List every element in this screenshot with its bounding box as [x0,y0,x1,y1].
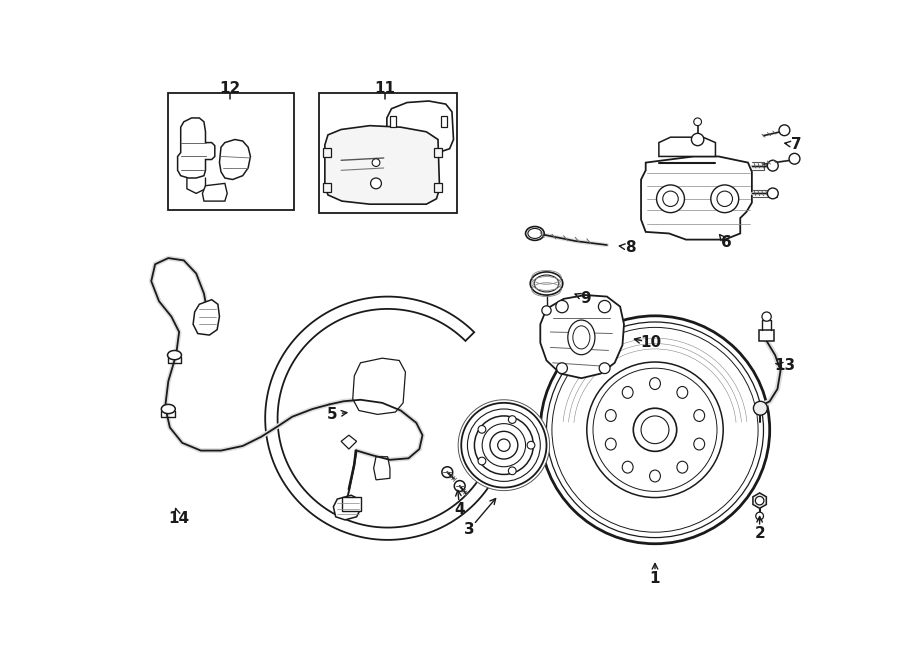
Ellipse shape [606,438,616,450]
Ellipse shape [694,410,705,422]
Ellipse shape [573,326,590,349]
Polygon shape [325,126,439,204]
Ellipse shape [650,377,661,389]
Text: 2: 2 [754,526,765,542]
Text: 6: 6 [721,235,732,250]
Ellipse shape [534,275,559,292]
Polygon shape [177,118,215,178]
Circle shape [593,368,717,491]
Circle shape [756,512,763,520]
Ellipse shape [161,404,176,414]
Text: 3: 3 [464,522,474,538]
Polygon shape [194,300,220,335]
Circle shape [556,363,567,373]
Polygon shape [659,137,716,156]
Circle shape [540,316,770,544]
Circle shape [371,178,382,189]
Text: 7: 7 [791,138,801,152]
Circle shape [508,467,516,475]
Text: 8: 8 [625,240,635,255]
Circle shape [598,301,611,312]
Ellipse shape [606,410,616,422]
Circle shape [762,312,771,321]
Text: 12: 12 [220,81,241,96]
Circle shape [478,457,486,465]
Text: 1: 1 [650,571,661,586]
Polygon shape [341,435,356,449]
Circle shape [546,322,763,538]
Polygon shape [641,156,752,240]
Polygon shape [220,140,250,179]
Polygon shape [353,358,405,414]
Polygon shape [323,183,331,192]
Circle shape [662,191,679,207]
Ellipse shape [677,387,688,399]
Polygon shape [434,183,442,192]
Bar [342,496,361,510]
Bar [319,93,456,213]
Circle shape [694,118,701,126]
Circle shape [442,467,453,477]
Polygon shape [434,148,442,157]
Polygon shape [202,183,227,201]
Bar [168,93,293,211]
Circle shape [755,496,764,505]
Circle shape [372,159,380,166]
Polygon shape [333,495,361,520]
Circle shape [789,154,800,164]
Circle shape [542,306,551,315]
Text: 9: 9 [580,291,590,306]
Circle shape [711,185,739,213]
Ellipse shape [526,226,544,240]
Circle shape [587,362,724,498]
Polygon shape [540,295,624,378]
Text: 11: 11 [374,81,396,96]
Circle shape [753,401,768,415]
Polygon shape [390,117,396,127]
Circle shape [478,426,486,433]
Text: 5: 5 [328,407,338,422]
Bar [759,330,774,341]
Polygon shape [323,148,331,157]
Ellipse shape [568,320,595,355]
Ellipse shape [530,272,562,295]
Circle shape [768,188,778,199]
Text: 10: 10 [641,335,662,350]
Polygon shape [441,117,447,127]
Circle shape [634,408,677,451]
Circle shape [552,328,758,532]
Circle shape [768,160,778,171]
Ellipse shape [694,438,705,450]
Circle shape [717,191,733,207]
Circle shape [461,403,546,487]
Circle shape [467,409,540,481]
Circle shape [691,133,704,146]
Text: 13: 13 [775,358,796,373]
Ellipse shape [167,350,182,359]
Circle shape [641,416,669,444]
Circle shape [498,439,510,451]
Circle shape [474,416,534,475]
Polygon shape [753,493,766,508]
Circle shape [458,400,550,491]
Ellipse shape [622,461,633,473]
Ellipse shape [677,461,688,473]
Circle shape [556,301,568,312]
Polygon shape [387,101,454,152]
Circle shape [779,125,790,136]
Circle shape [454,481,465,491]
Circle shape [656,185,685,213]
Circle shape [599,363,610,373]
Circle shape [508,416,516,424]
Text: 14: 14 [167,511,189,526]
Circle shape [527,442,535,449]
Circle shape [490,432,518,459]
Polygon shape [374,457,390,480]
Ellipse shape [528,228,542,238]
Polygon shape [266,297,499,540]
Ellipse shape [622,387,633,399]
Ellipse shape [650,470,661,482]
Text: 4: 4 [454,502,465,516]
Circle shape [482,424,526,467]
